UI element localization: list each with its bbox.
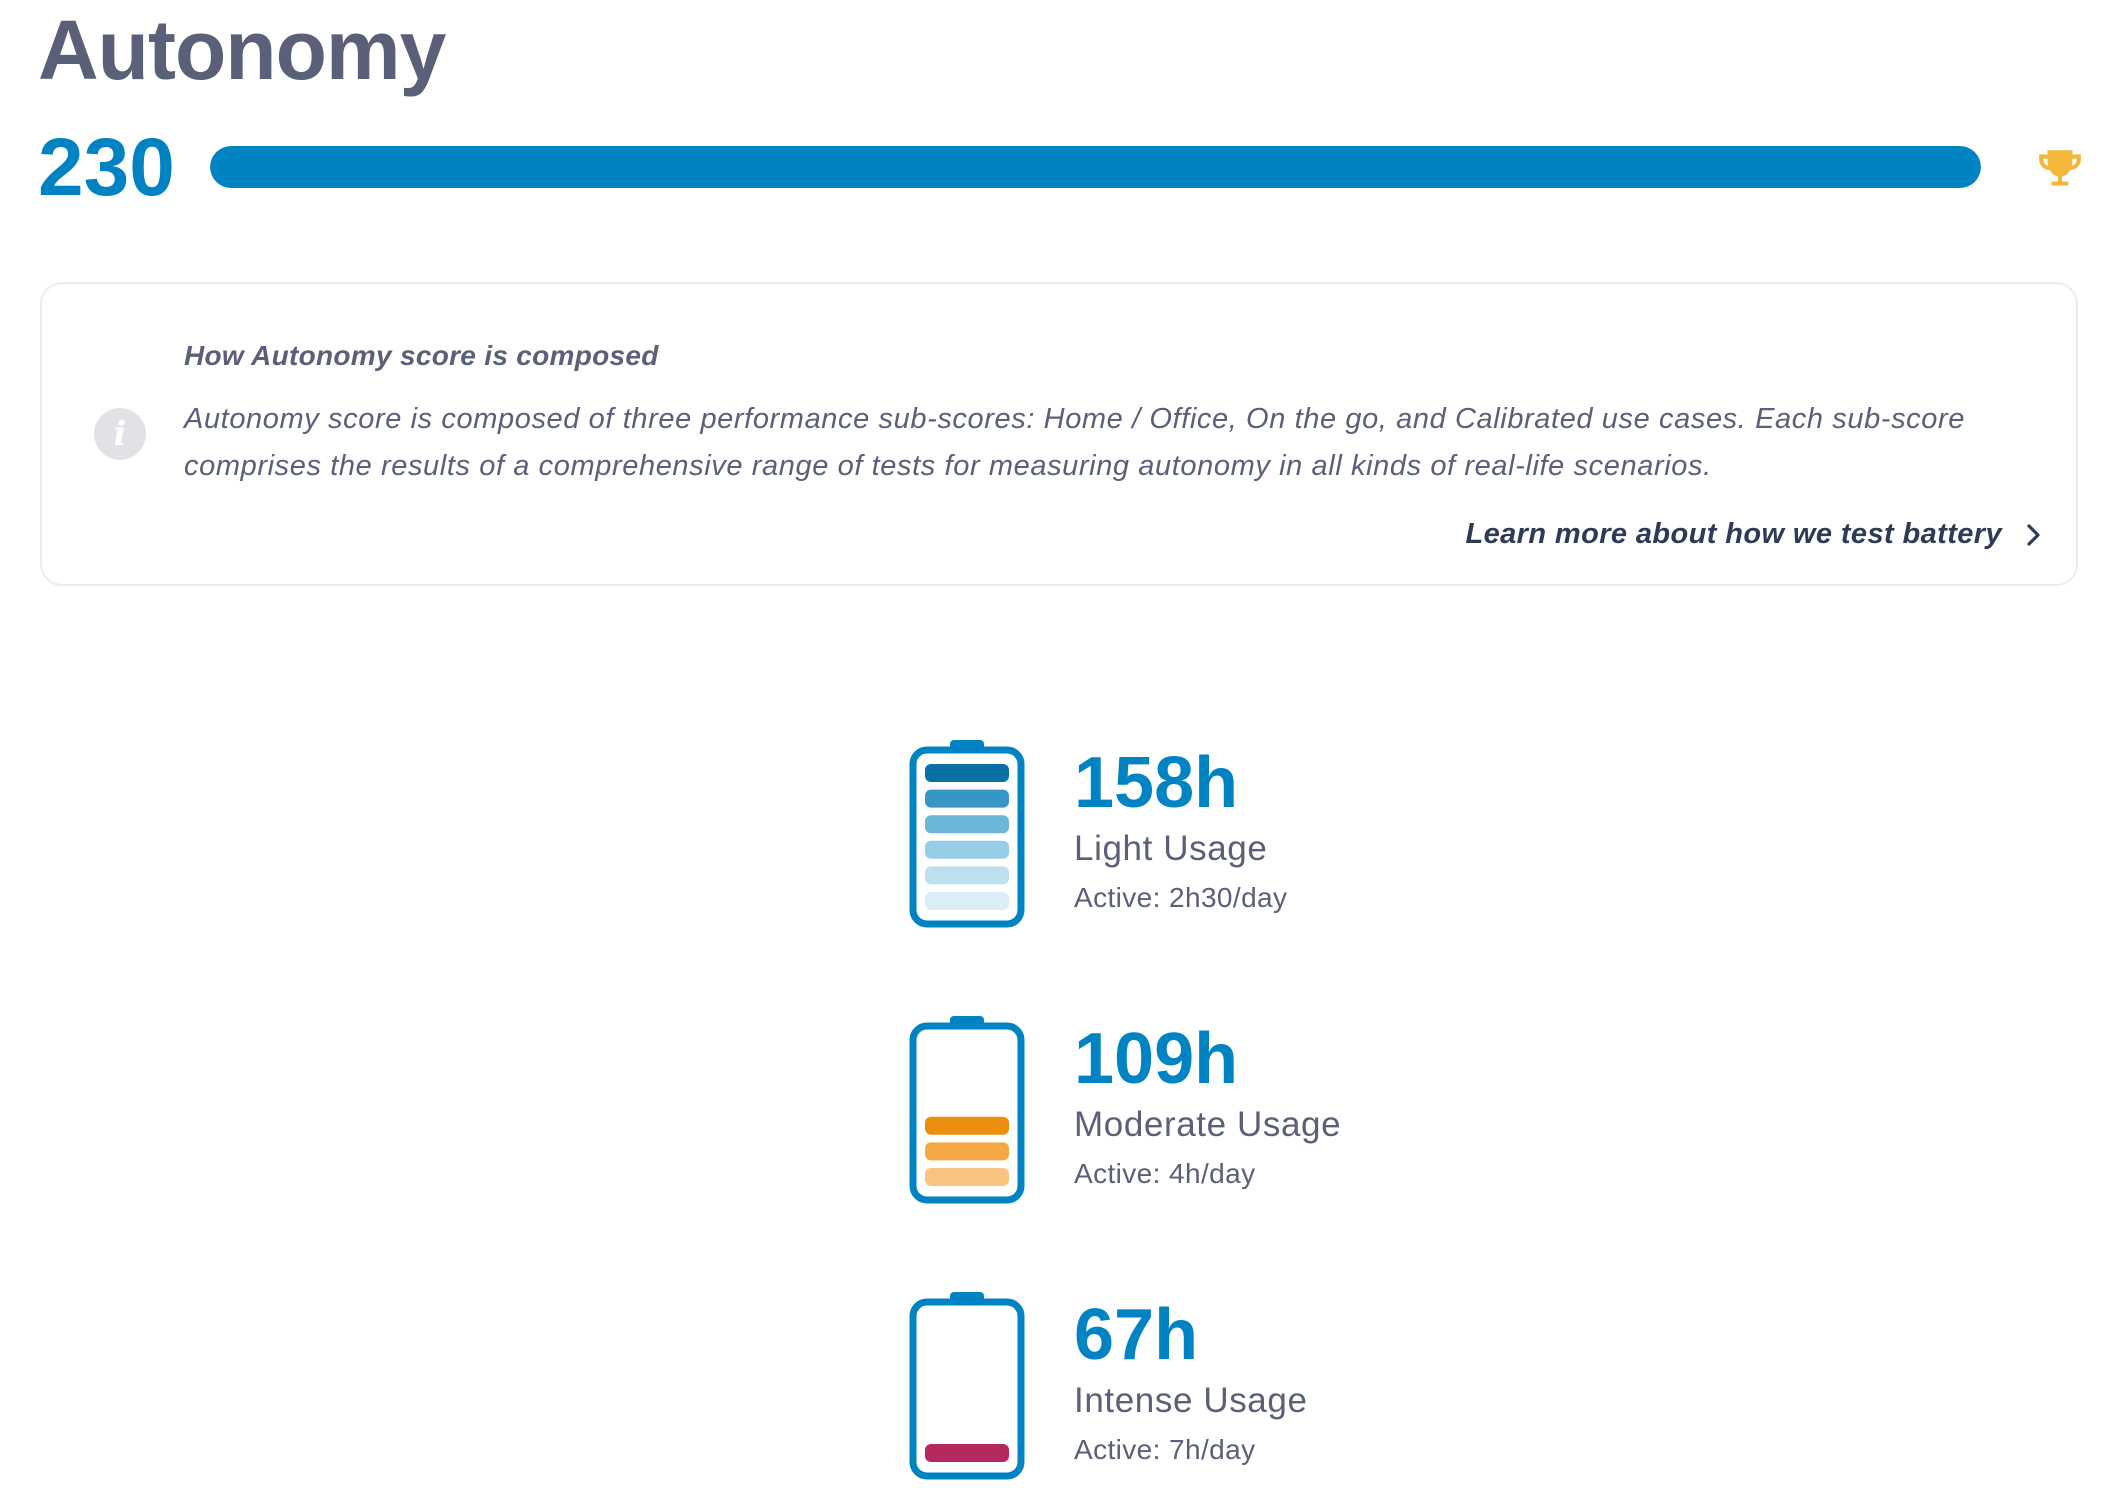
usage-hours: 158h bbox=[1074, 743, 1239, 823]
info-icon: i bbox=[94, 408, 146, 460]
usage-light: 158h Light Usage Active: 2h30/day bbox=[908, 738, 1508, 938]
battery-level-bar bbox=[925, 866, 1009, 885]
info-card: i How Autonomy score is composed Autonom… bbox=[40, 282, 2078, 586]
learn-more-label: Learn more about how we test battery bbox=[1465, 518, 2002, 550]
info-body: Autonomy score is composed of three perf… bbox=[184, 403, 1965, 482]
battery-level-bar bbox=[925, 1168, 1009, 1186]
battery-half-icon bbox=[909, 1016, 1025, 1204]
usage-active: Active: 2h30/day bbox=[1074, 882, 1288, 913]
usage-hours: 67h bbox=[1074, 1295, 1199, 1375]
usage-active: Active: 7h/day bbox=[1074, 1434, 1256, 1465]
battery-level-bar bbox=[925, 764, 1009, 782]
battery-level-bar bbox=[925, 892, 1009, 910]
chevron-right-icon bbox=[2027, 523, 2040, 546]
usage-label: Moderate Usage bbox=[1074, 1105, 1342, 1144]
battery-full-icon bbox=[909, 740, 1025, 928]
score-row: 230 bbox=[38, 118, 2082, 218]
battery-level-bar bbox=[925, 1142, 1009, 1161]
battery-level-bar bbox=[925, 789, 1009, 808]
usage-hours: 109h bbox=[1074, 1019, 1239, 1099]
info-heading: How Autonomy score is composed bbox=[184, 340, 659, 371]
page-title: Autonomy bbox=[38, 3, 446, 97]
usage-active: Active: 4h/day bbox=[1074, 1158, 1256, 1189]
battery-level-bar bbox=[925, 840, 1009, 859]
usage-moderate: 109h Moderate Usage Active: 4h/day bbox=[908, 1014, 1508, 1214]
trophy-icon bbox=[2039, 150, 2081, 186]
battery-level-bar bbox=[925, 815, 1009, 834]
score-progress-fill bbox=[210, 146, 1981, 188]
battery-body bbox=[909, 1298, 1025, 1480]
usage-label: Intense Usage bbox=[1074, 1381, 1308, 1420]
usage-intense: 67h Intense Usage Active: 7h/day bbox=[908, 1290, 1508, 1490]
battery-level-bar bbox=[925, 1116, 1009, 1135]
learn-more-link[interactable]: Learn more about how we test battery bbox=[1466, 518, 2045, 551]
usage-label: Light Usage bbox=[1074, 829, 1268, 868]
score-progress-track bbox=[210, 146, 1981, 188]
score-value: 230 bbox=[38, 122, 175, 213]
battery-level-bar bbox=[925, 1444, 1009, 1462]
battery-low-icon bbox=[909, 1292, 1025, 1480]
